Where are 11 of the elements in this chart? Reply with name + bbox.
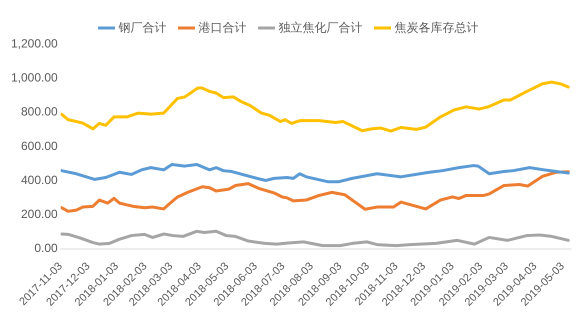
y-tick-label: 1,200.00: [10, 36, 58, 50]
y-tick-label: 800.00: [21, 104, 58, 119]
legend-label: 港口合计: [198, 20, 246, 34]
legend-label: 钢厂合计: [118, 20, 166, 34]
legend-label: 焦炭各库存总计: [394, 20, 478, 34]
y-tick-label: 200.00: [21, 207, 58, 222]
legend-label: 独立焦化厂合计: [278, 20, 362, 34]
y-tick-label: 1,000.00: [10, 70, 58, 84]
y-tick-label: 600.00: [21, 138, 58, 153]
y-tick-label: 0.00: [34, 241, 58, 256]
y-tick-label: 400.00: [21, 172, 58, 187]
